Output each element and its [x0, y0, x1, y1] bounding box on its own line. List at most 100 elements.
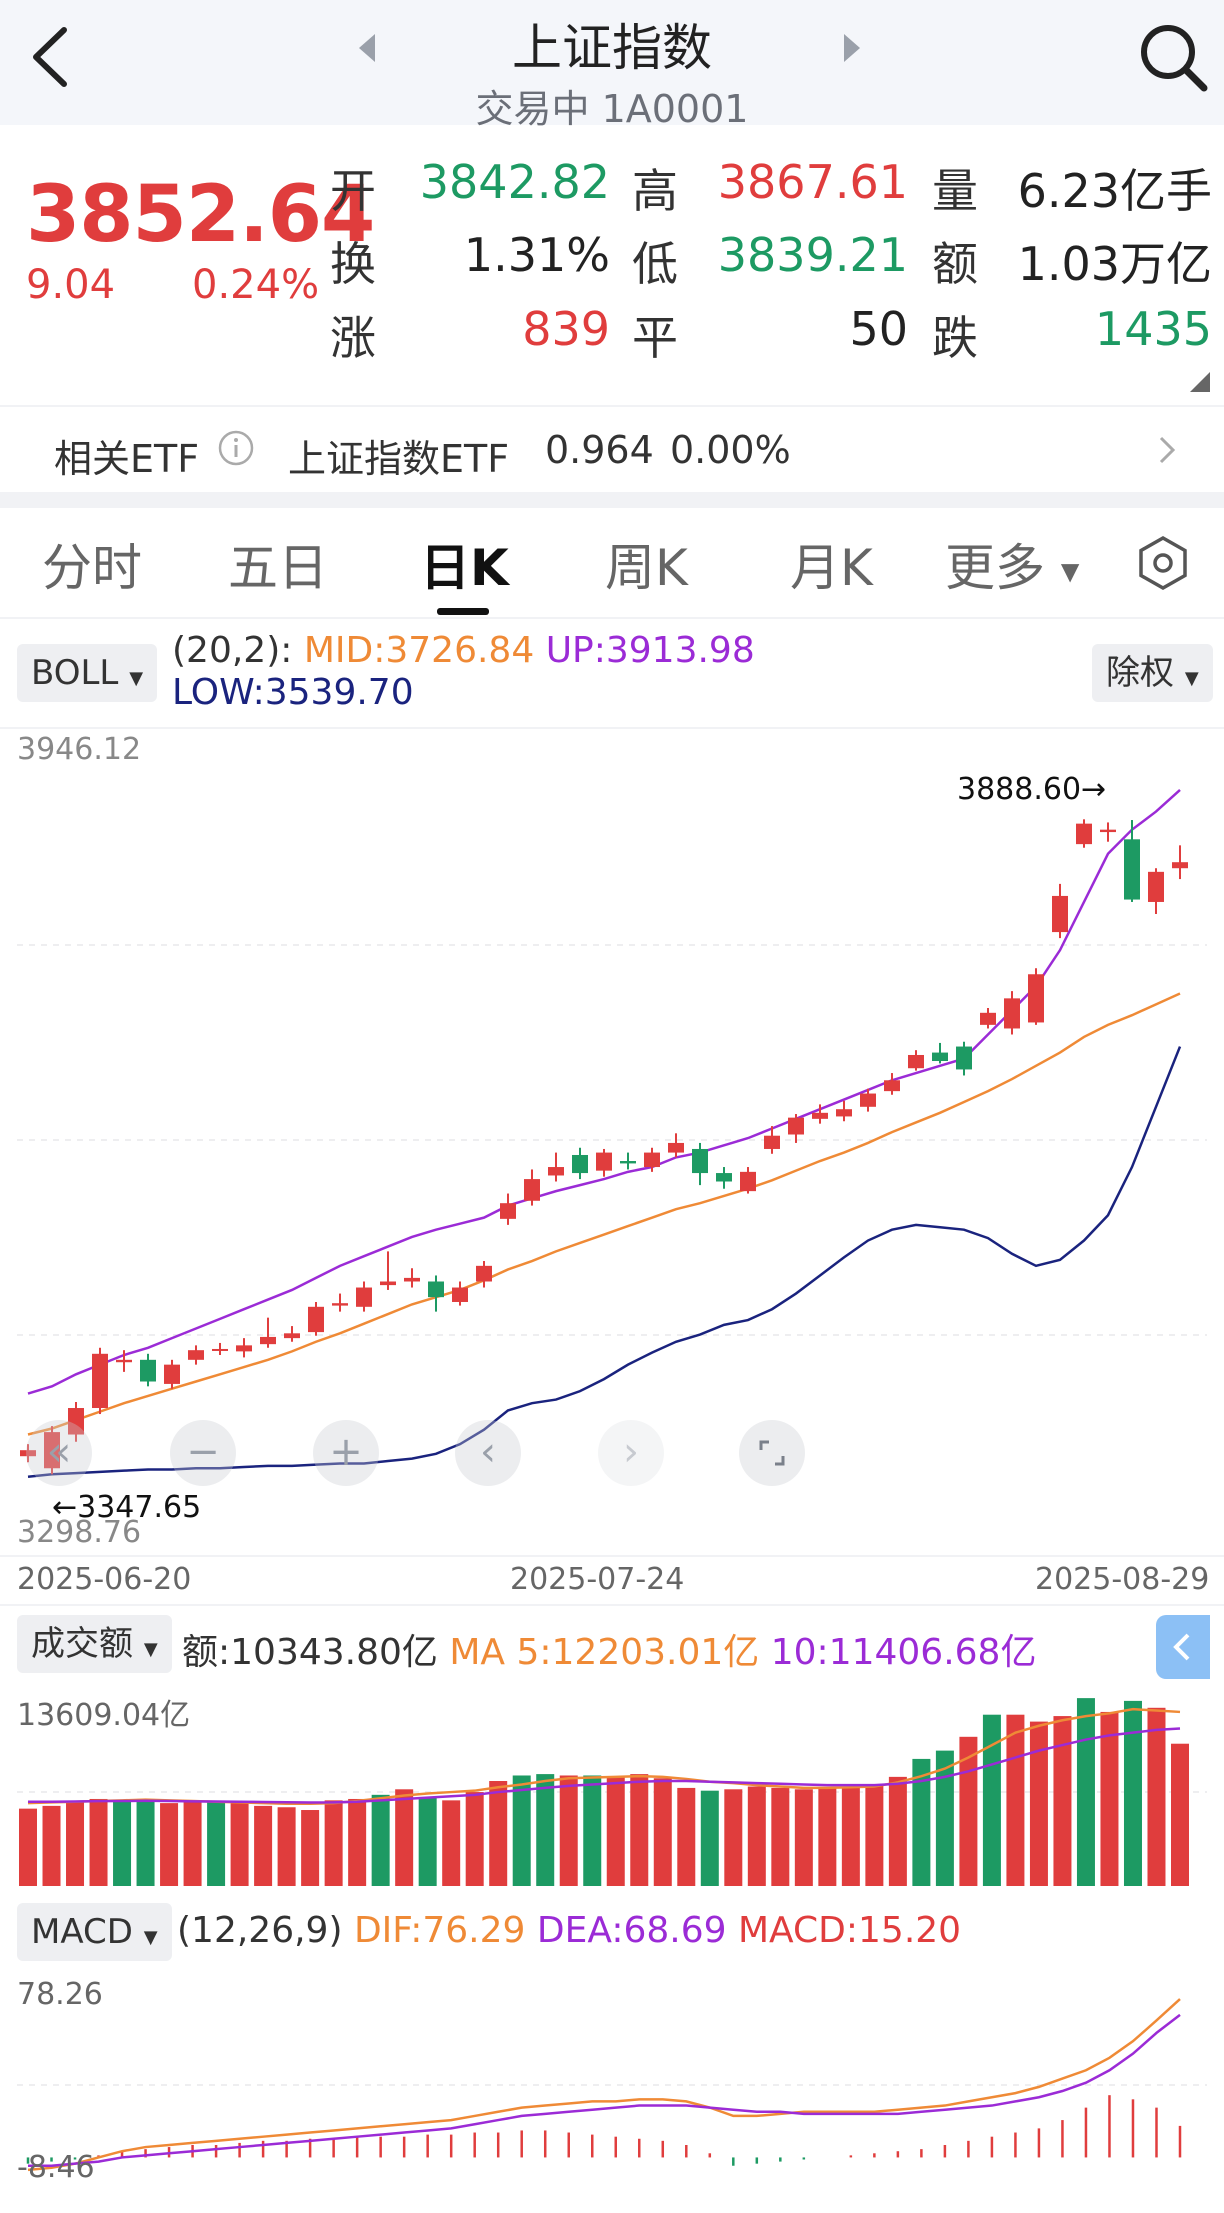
macd-values: (12,26,9) DIF:76.29 DEA:68.69 MACD:15.20 [177, 1910, 961, 1951]
amount-value: 1.03万亿 [1017, 237, 1212, 291]
macd-selector-label: MACD [31, 1912, 133, 1952]
boll-selector-label: BOLL [31, 653, 119, 693]
kline-axis-top: 3946.12 [17, 732, 142, 767]
related-etf-row[interactable]: 相关ETF 上证指数ETF 0.964 0.00% [0, 408, 1224, 493]
scroll-right-button[interactable]: › [598, 1420, 664, 1486]
tab-monthly-k[interactable]: 月K [790, 539, 873, 597]
candle-body [644, 1152, 660, 1168]
page-title: 上证指数 [512, 19, 712, 77]
tab-five-day[interactable]: 五日 [228, 539, 328, 597]
search-icon[interactable] [1138, 22, 1210, 94]
volume-bar [912, 1758, 931, 1886]
boll-values: (20,2): MID:3726.84 UP:3913.98 [172, 630, 755, 671]
candle-body [596, 1152, 612, 1171]
amount-label: 额 [932, 237, 978, 291]
fullscreen-button[interactable] [739, 1420, 805, 1486]
date-label-mid: 2025-07-24 [510, 1562, 685, 1597]
macd-axis-top: 78.26 [17, 1977, 103, 2012]
volume-bar [888, 1776, 907, 1886]
candle-body [308, 1306, 324, 1333]
date-label-end: 2025-08-29 [1035, 1562, 1210, 1597]
stock-code: 1A0001 [601, 87, 749, 131]
volume-bar [747, 1786, 766, 1886]
candle-body [332, 1303, 348, 1306]
collapse-panel-button[interactable] [1156, 1615, 1210, 1679]
boll-up: UP:3913.98 [545, 630, 755, 671]
unchanged-label: 平 [632, 311, 678, 365]
low-label: 低 [632, 237, 678, 291]
boll-mid: MID:3726.84 [303, 630, 535, 671]
tab-more[interactable]: 更多 ▼ [945, 528, 1079, 600]
indicator-selector-boll[interactable]: BOLL ▼ [17, 644, 158, 702]
candle-body [164, 1364, 180, 1384]
kline-chart[interactable] [0, 730, 1224, 1560]
candle-body [716, 1173, 732, 1182]
candle-body [500, 1203, 516, 1219]
settings-icon[interactable] [1135, 535, 1191, 591]
kline-axis-bottom: 3298.76 [17, 1515, 142, 1550]
info-icon[interactable] [218, 430, 254, 466]
current-price: 3852.64 [26, 170, 375, 260]
boll-low: LOW:3539.70 [172, 672, 414, 713]
volume-bar [818, 1787, 837, 1886]
trading-status: 交易中 1A0001 [0, 78, 1224, 133]
volume-bar [254, 1805, 273, 1886]
candle-body [836, 1109, 852, 1117]
volume-bar [1147, 1707, 1166, 1886]
volume-bar [865, 1785, 884, 1886]
volume-bar [89, 1798, 108, 1886]
indicator-selector-volume[interactable]: 成交额 ▼ [17, 1615, 172, 1673]
volume-bar [19, 1808, 37, 1886]
volume-bar [489, 1781, 508, 1886]
zoom-in-button[interactable]: + [313, 1420, 379, 1486]
volume-amount: 额:10343.80亿 [182, 1632, 438, 1673]
unchanged-value: 50 [849, 302, 908, 356]
volume-bar [207, 1801, 226, 1886]
candle-body [260, 1336, 276, 1345]
adjust-selector[interactable]: 除权 ▼ [1092, 644, 1213, 702]
volume-ma10: 10:11406.68亿 [770, 1632, 1037, 1673]
volume-bar [1100, 1711, 1119, 1886]
candle-body [692, 1148, 708, 1174]
indicator-selector-macd[interactable]: MACD ▼ [17, 1903, 172, 1961]
boll-lower-line [27, 1046, 1182, 1478]
rewind-button[interactable]: « [26, 1420, 92, 1486]
scroll-left-button[interactable]: ‹ [455, 1420, 521, 1486]
candle-body [236, 1345, 252, 1352]
volume-bar [301, 1810, 320, 1886]
chevron-left-icon [1173, 1633, 1190, 1661]
candle-body [116, 1359, 132, 1363]
candle-body [956, 1046, 972, 1070]
caret-down-icon: ▼ [1060, 557, 1080, 586]
candle-body [524, 1179, 540, 1201]
tab-intraday[interactable]: 分时 [42, 539, 142, 597]
min-price-marker: ←3347.65 [52, 1490, 202, 1525]
volume-chart[interactable] [0, 1690, 1224, 1890]
zoom-out-button[interactable]: − [170, 1420, 236, 1486]
volume-bar [583, 1775, 602, 1886]
volume-bar [677, 1787, 696, 1886]
candle-body [1052, 895, 1068, 933]
volume-bar [1171, 1743, 1189, 1886]
candle-body [1004, 998, 1020, 1029]
macd-dif-line [27, 1998, 1181, 2172]
back-icon[interactable] [22, 22, 78, 92]
volume-bar [277, 1807, 296, 1886]
tab-weekly-k[interactable]: 周K [605, 539, 688, 597]
prev-stock-icon[interactable] [355, 30, 379, 66]
volume-bar [113, 1800, 132, 1886]
expand-corner-icon[interactable] [1190, 372, 1210, 392]
tab-daily-k[interactable]: 日K [420, 539, 509, 597]
volume-bar [536, 1774, 555, 1886]
volume-bar [700, 1790, 719, 1886]
etf-pct: 0.00% [670, 428, 791, 472]
next-stock-icon[interactable] [840, 30, 864, 66]
candle-body [1100, 829, 1116, 833]
date-label-start: 2025-06-20 [17, 1562, 192, 1597]
tab-more-label: 更多 [945, 539, 1045, 597]
macd-chart[interactable] [0, 1975, 1224, 2190]
divider [0, 405, 1224, 407]
volume-bar [512, 1775, 531, 1886]
boll-upper-line [27, 788, 1181, 1395]
volume-bar [371, 1794, 390, 1886]
